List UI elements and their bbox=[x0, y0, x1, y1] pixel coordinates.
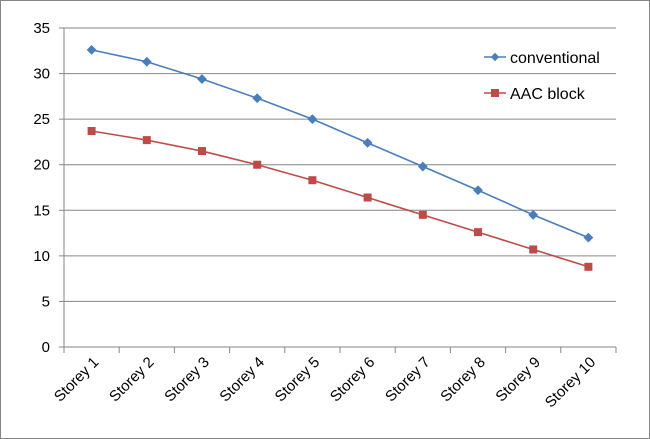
data-point bbox=[417, 161, 428, 172]
data-point bbox=[86, 44, 97, 55]
x-tick-label: Storey 5 bbox=[272, 354, 324, 406]
legend-label: conventional bbox=[510, 50, 600, 67]
data-point bbox=[363, 193, 372, 202]
data-point bbox=[253, 160, 262, 169]
legend-item: AAC block bbox=[484, 86, 586, 103]
data-point bbox=[307, 114, 318, 125]
series-line bbox=[91, 49, 589, 239]
data-point bbox=[583, 232, 594, 243]
data-point bbox=[308, 176, 317, 185]
x-tick-label: Storey 3 bbox=[161, 354, 213, 406]
x-tick-label: Storey 4 bbox=[216, 354, 268, 406]
series-line bbox=[91, 130, 589, 268]
data-point bbox=[87, 126, 96, 135]
y-tick-labels: 0 5 10 15 20 25 30 35 bbox=[33, 20, 50, 356]
x-tick-label: Storey 10 bbox=[542, 354, 599, 411]
data-point bbox=[418, 210, 427, 219]
x-tick-label: Storey 7 bbox=[382, 354, 434, 406]
legend-item: conventional bbox=[484, 50, 600, 67]
y-tick-label: 20 bbox=[33, 157, 50, 174]
x-tick-label: Storey 6 bbox=[327, 354, 379, 406]
data-point bbox=[474, 228, 482, 237]
x-tick-label: Storey 1 bbox=[51, 354, 103, 406]
data-point bbox=[141, 56, 152, 67]
legend-marker bbox=[490, 52, 500, 62]
x-tick-label: Storey 9 bbox=[492, 354, 544, 406]
y-tick-label: 15 bbox=[33, 202, 50, 219]
axes bbox=[59, 27, 617, 353]
y-tick-label: 35 bbox=[33, 20, 50, 37]
data-point bbox=[529, 245, 538, 254]
y-tick-label: 10 bbox=[33, 248, 50, 265]
x-tick-label: Storey 8 bbox=[437, 354, 489, 406]
series-aac-block bbox=[87, 126, 593, 271]
y-tick-label: 30 bbox=[33, 66, 50, 83]
data-point bbox=[473, 185, 483, 196]
legend-marker bbox=[491, 89, 499, 97]
data-point bbox=[198, 147, 206, 156]
series-layer bbox=[86, 44, 594, 271]
legend-label: AAC block bbox=[510, 86, 586, 103]
y-tick-label: 25 bbox=[33, 111, 50, 128]
legend: conventional AAC block bbox=[484, 50, 600, 103]
data-point bbox=[252, 93, 263, 104]
y-tick-label: 5 bbox=[42, 293, 50, 310]
y-tick-label: 0 bbox=[42, 339, 50, 356]
gridlines bbox=[64, 27, 616, 302]
series-conventional bbox=[86, 44, 594, 243]
data-point bbox=[362, 137, 373, 148]
x-tick-label: Storey 2 bbox=[106, 354, 158, 406]
x-tick-labels: Storey 1 Storey 2 Storey 3 Storey 4 Storey 5… bbox=[51, 354, 599, 411]
data-point bbox=[197, 74, 207, 84]
data-point bbox=[528, 209, 539, 220]
data-point bbox=[584, 262, 593, 271]
data-point bbox=[142, 136, 151, 145]
